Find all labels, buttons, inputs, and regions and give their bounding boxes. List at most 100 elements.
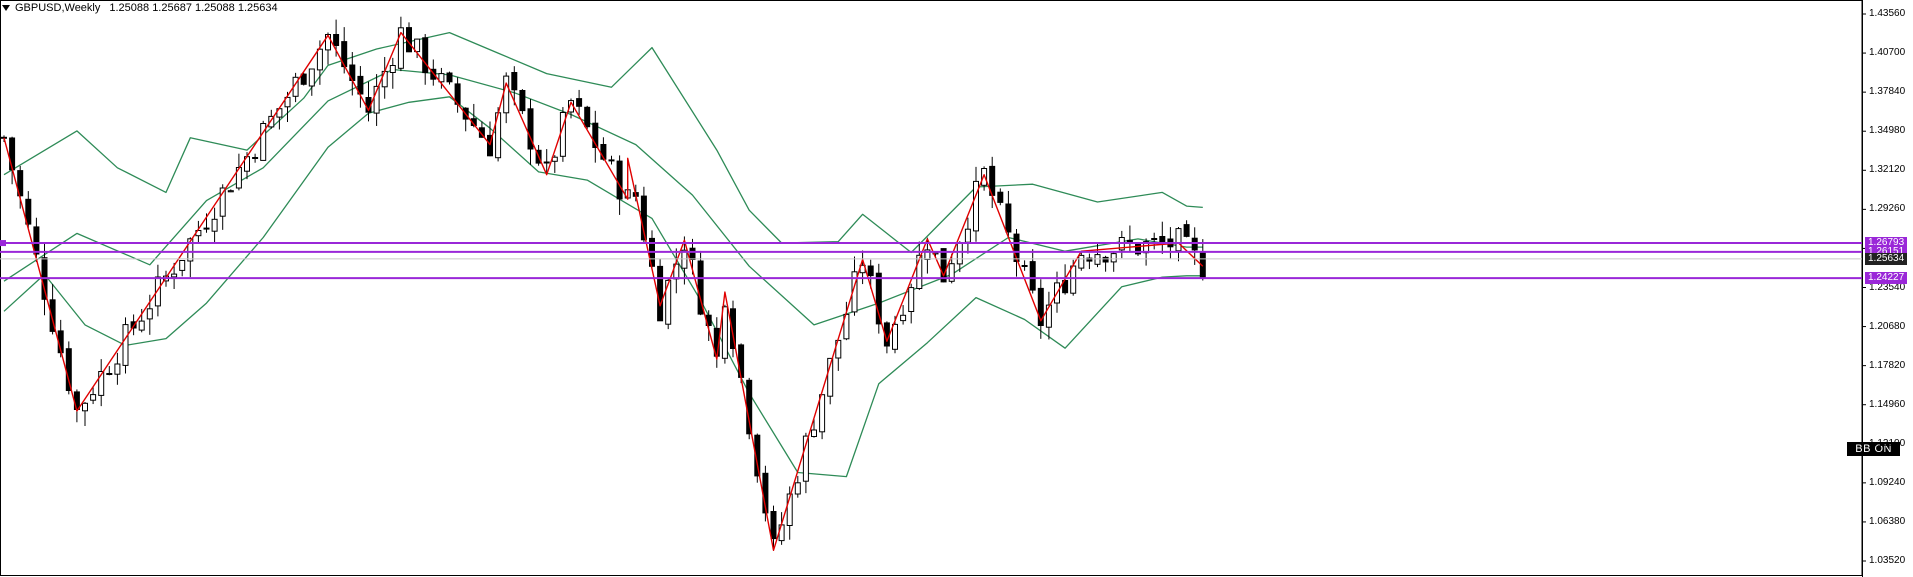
candle-up bbox=[179, 260, 186, 271]
candle-down bbox=[592, 122, 599, 148]
candle-down bbox=[9, 137, 16, 171]
candles bbox=[1, 16, 1206, 551]
candle-up bbox=[260, 123, 267, 161]
candle-up bbox=[1094, 254, 1101, 265]
zigzag-indicator bbox=[3, 31, 1204, 551]
candle-up bbox=[924, 249, 931, 260]
ohlc-values: 1.25088 1.25687 1.25088 1.25634 bbox=[109, 2, 278, 14]
candle-up bbox=[325, 34, 331, 51]
candle-up bbox=[827, 357, 834, 397]
candle-down bbox=[754, 434, 761, 477]
symbol-name: GBPUSD,Weekly bbox=[15, 2, 101, 14]
candle-up bbox=[802, 435, 809, 482]
candle-down bbox=[730, 308, 736, 349]
candle-up bbox=[308, 68, 315, 87]
candle-up bbox=[268, 115, 275, 128]
candle-up bbox=[373, 85, 380, 114]
candle-up bbox=[811, 429, 817, 437]
candle-down bbox=[478, 127, 485, 138]
candle-down bbox=[203, 227, 210, 230]
candle-down bbox=[49, 299, 56, 332]
candle-up bbox=[219, 187, 226, 217]
candle-up bbox=[543, 161, 550, 164]
candle-up bbox=[171, 273, 178, 278]
candle-down bbox=[422, 37, 429, 74]
candle-up bbox=[503, 75, 510, 114]
candle-down bbox=[697, 260, 704, 315]
candle-down bbox=[487, 134, 493, 157]
candle-down bbox=[746, 379, 753, 435]
candle-up bbox=[973, 180, 979, 232]
candle-down bbox=[997, 191, 1004, 203]
candle-up bbox=[1078, 254, 1085, 269]
candle-down bbox=[33, 226, 40, 255]
candle-down bbox=[770, 511, 777, 540]
candle-up bbox=[284, 96, 291, 108]
dropdown-triangle-icon[interactable] bbox=[2, 5, 10, 11]
candle-down bbox=[511, 72, 518, 91]
candle-up bbox=[389, 65, 396, 73]
candle-up bbox=[721, 306, 728, 359]
candle-up bbox=[414, 38, 421, 53]
candle-up bbox=[1110, 253, 1117, 263]
zigzag-line bbox=[3, 31, 1204, 551]
candle-up bbox=[90, 394, 97, 401]
candle-up bbox=[956, 242, 963, 265]
candle-up bbox=[106, 373, 113, 375]
candle-down bbox=[875, 272, 882, 325]
candle-down bbox=[584, 106, 591, 128]
candle-down bbox=[867, 265, 874, 277]
candle-down bbox=[576, 98, 583, 107]
candle-up bbox=[114, 363, 121, 375]
candle-up bbox=[908, 287, 915, 313]
candle-up bbox=[794, 482, 801, 495]
bb-status-badge: BB ON bbox=[1847, 442, 1900, 456]
candle-down bbox=[519, 90, 526, 112]
candle-up bbox=[1021, 265, 1028, 267]
candle-down bbox=[1062, 280, 1069, 294]
candle-up bbox=[397, 27, 404, 69]
candle-down bbox=[130, 321, 137, 329]
candle-up bbox=[98, 371, 105, 396]
candle-down bbox=[940, 248, 947, 283]
candle-up bbox=[786, 493, 793, 526]
candle-up bbox=[665, 279, 672, 325]
candle-up bbox=[981, 168, 988, 186]
candle-up bbox=[1045, 304, 1052, 328]
candle-up bbox=[381, 70, 388, 88]
candle-up bbox=[819, 394, 826, 433]
candle-up bbox=[211, 218, 218, 232]
candle-up bbox=[154, 276, 161, 307]
bollinger-upper-band bbox=[3, 31, 1203, 254]
candle-down bbox=[1159, 236, 1166, 243]
candle-down bbox=[446, 72, 453, 83]
candle-up bbox=[252, 157, 259, 159]
level-anchor-marker bbox=[0, 240, 6, 247]
candle-up bbox=[608, 159, 615, 162]
candle-down bbox=[1183, 224, 1190, 237]
candle-up bbox=[1175, 228, 1182, 252]
candle-down bbox=[689, 247, 696, 260]
candle-up bbox=[187, 238, 194, 262]
candle-down bbox=[1013, 233, 1020, 263]
bollinger-bands bbox=[3, 31, 1203, 478]
chart-frame bbox=[0, 0, 1863, 577]
candle-down bbox=[600, 144, 607, 160]
candle-down bbox=[1029, 261, 1036, 291]
candle-up bbox=[916, 254, 923, 290]
chart-area[interactable] bbox=[0, 0, 1866, 577]
candle-up bbox=[227, 190, 234, 193]
candle-up bbox=[316, 48, 323, 71]
candle-down bbox=[1102, 256, 1109, 263]
candle-down bbox=[333, 34, 340, 46]
candle-up bbox=[1070, 265, 1077, 294]
candle-down bbox=[300, 73, 307, 85]
symbol-header[interactable]: GBPUSD,Weekly 1.25088 1.25687 1.25088 1.… bbox=[2, 2, 278, 14]
horizontal-levels bbox=[0, 240, 1862, 280]
candle-up bbox=[892, 323, 898, 350]
candle-up bbox=[964, 228, 971, 243]
candle-down bbox=[1037, 287, 1044, 326]
candle-down bbox=[616, 160, 623, 200]
candle-up bbox=[82, 402, 88, 412]
